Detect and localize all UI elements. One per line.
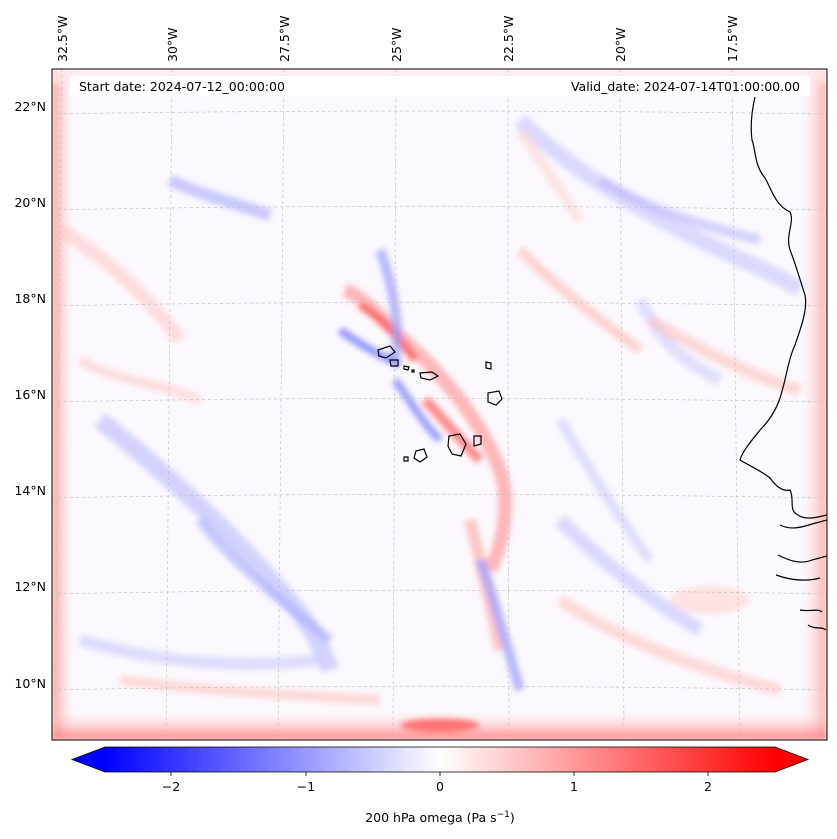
lat-label: 22°N — [14, 99, 46, 114]
longitude-labels: 32.5°W 30°W 27.5°W 25°W 22.5°W 20°W 17.5… — [55, 16, 740, 62]
map-frame — [51, 68, 828, 741]
gridlines — [52, 69, 827, 740]
lon-label: 17.5°W — [725, 16, 740, 62]
colorbar-title: 200 hPa omega (Pa s−1) — [365, 810, 515, 825]
start-date-label: Start date: 2024-07-12_00:00:00 — [79, 79, 285, 94]
cape-verde-islands — [377, 345, 503, 463]
lat-label: 18°N — [14, 291, 46, 306]
colorbar: −2 −1 0 1 2 200 hPa omega (Pa s−1) — [70, 746, 810, 825]
lat-label: 12°N — [14, 579, 46, 594]
lat-label: 20°N — [14, 195, 46, 210]
colorbar-gradient — [105, 747, 775, 772]
colorbar-tick-label: 1 — [570, 779, 578, 794]
lat-label: 10°N — [14, 676, 46, 691]
map-background — [52, 69, 827, 740]
lon-label: 25°W — [389, 27, 404, 62]
lon-label: 32.5°W — [55, 16, 70, 62]
colorbar-low-extend — [72, 747, 105, 772]
map-panel — [52, 69, 827, 740]
lat-label: 14°N — [14, 483, 46, 498]
coastline — [739, 96, 827, 631]
lon-label: 27.5°W — [277, 16, 292, 62]
colorbar-tick-label: −2 — [162, 779, 180, 794]
latitude-labels: 22°N 20°N 18°N 16°N 14°N 12°N 10°N — [14, 99, 46, 691]
colorbar-outline — [70, 746, 810, 773]
colorbar-tick-label: 0 — [436, 779, 444, 794]
valid-date-label: Valid_date: 2024-07-14T01:00:00.00 — [571, 79, 800, 94]
annotation-backdrop — [70, 76, 810, 96]
lon-label: 22.5°W — [501, 16, 516, 62]
lon-label: 30°W — [165, 27, 180, 62]
colorbar-tick-label: 2 — [704, 779, 712, 794]
lon-label: 20°W — [613, 27, 628, 62]
colorbar-high-extend — [775, 747, 808, 772]
colorbar-tick-label: −1 — [297, 779, 315, 794]
omega-field — [52, 69, 827, 740]
lat-label: 16°N — [14, 387, 46, 402]
